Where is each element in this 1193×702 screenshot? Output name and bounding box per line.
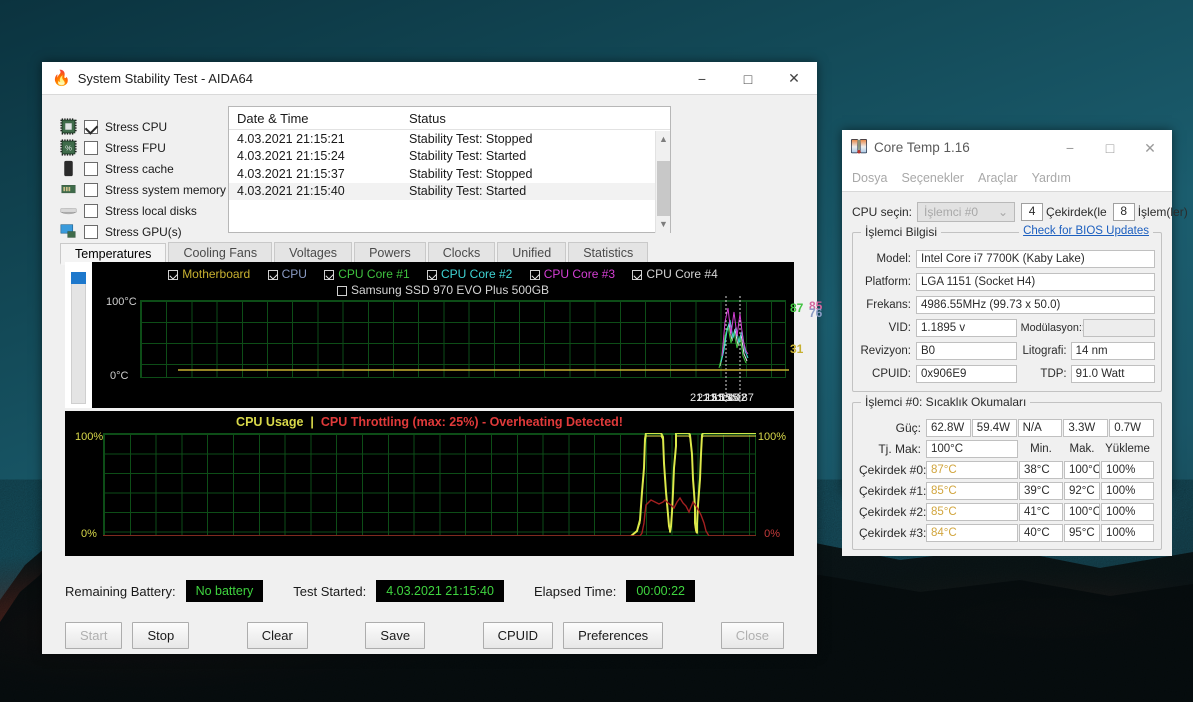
svg-text:%: % bbox=[65, 143, 72, 152]
